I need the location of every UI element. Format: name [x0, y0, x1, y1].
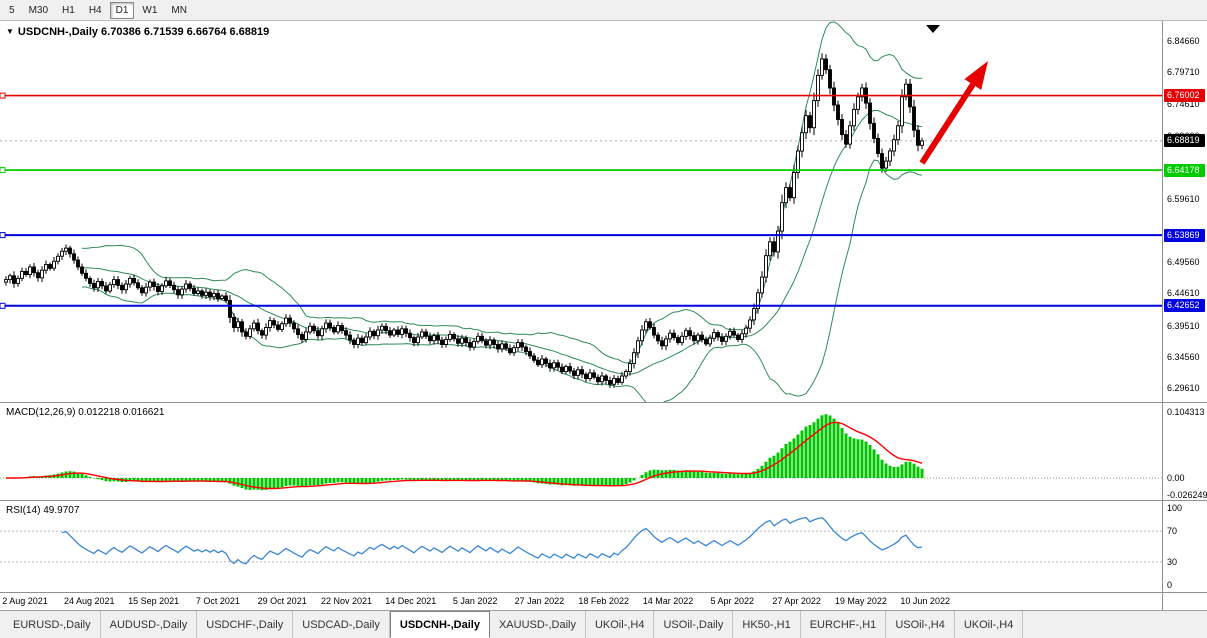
line-handle[interactable] — [0, 232, 6, 239]
timeframe-button-MN[interactable]: MN — [171, 4, 187, 16]
date-label: 27 Jan 2022 — [514, 596, 565, 606]
price-line-badge: 6.42652 — [1164, 299, 1205, 313]
chart-tab-usdcad-daily[interactable]: USDCAD-,Daily — [293, 611, 390, 638]
price-line-badge: 6.68819 — [1164, 134, 1205, 148]
axis-tick-label: 0.00 — [1167, 473, 1185, 483]
macd-indicator-label: MACD(12,26,9) 0.012218 0.016621 — [6, 407, 165, 418]
rsi-canvas[interactable] — [0, 501, 1162, 592]
date-label: 14 Mar 2022 — [642, 596, 694, 606]
date-label: 14 Dec 2021 — [385, 596, 437, 606]
chart-tab-eurchf-h1[interactable]: EURCHF-,H1 — [801, 611, 887, 638]
date-label: 7 Oct 2021 — [195, 596, 240, 606]
chart-tab-audusd-daily[interactable]: AUDUSD-,Daily — [101, 611, 198, 638]
date-label: 18 Feb 2022 — [578, 596, 629, 606]
timeframe-button-H4[interactable]: H4 — [88, 4, 102, 16]
chart-tab-ukoil-h4[interactable]: UKOil-,H4 — [955, 611, 1024, 638]
axis-tick-label: 100 — [1167, 503, 1183, 513]
axis-tick-label: 6.39510 — [1167, 320, 1200, 331]
chart-tab-bar: EURUSD-,Daily AUDUSD-,Daily USDCHF-,Daily U… — [0, 610, 1207, 638]
date-label: 15 Sep 2021 — [128, 596, 180, 606]
axis-tick-label: 6.74610 — [1167, 99, 1200, 110]
chart-window: ▼ USDCNH-,Daily 6.70386 6.71539 6.66764 … — [0, 21, 1207, 610]
date-label: 19 May 2022 — [834, 596, 887, 606]
price-line-badge: 6.76002 — [1164, 89, 1205, 103]
price-line-badge: 6.64178 — [1164, 163, 1205, 177]
axis-tick-label: 6.79710 — [1167, 67, 1200, 78]
chart-tab-usdcnh-daily[interactable]: USDCNH-,Daily — [389, 611, 490, 638]
axis-tick-label: 6.49560 — [1167, 257, 1200, 268]
panel-separator[interactable] — [0, 500, 1207, 501]
axis-tick-label: 6.34560 — [1167, 351, 1200, 362]
candles-group — [4, 53, 924, 388]
date-label: 10 Jun 2022 — [900, 596, 950, 606]
chart-tab-ukoil-h4[interactable]: UKOil-,H4 — [586, 611, 655, 638]
timeframe-button-H1[interactable]: H1 — [62, 4, 75, 16]
axis-tick-label: 70 — [1167, 526, 1178, 537]
rsi-indicator-label: RSI(14) 49.9707 — [6, 505, 80, 516]
axis-tick-label: 0 — [1167, 580, 1173, 590]
axis-tick-label: -0.026249 — [1167, 489, 1207, 500]
dropdown-triangle-icon: ▼ — [6, 27, 14, 36]
timeframe-button-M30[interactable]: M30 — [28, 4, 49, 16]
panel-separator[interactable] — [0, 402, 1207, 403]
chart-header-text: USDCNH-,Daily 6.70386 6.71539 6.66764 6.… — [17, 26, 270, 38]
axis-tick-label: 0.104313 — [1167, 407, 1205, 417]
chart-tab-usoil-daily[interactable]: USOil-,Daily — [654, 611, 734, 638]
line-handle[interactable] — [0, 167, 6, 174]
axis-tick-label: 30 — [1167, 556, 1178, 567]
price-line-badge: 6.53869 — [1164, 228, 1205, 242]
macd-canvas[interactable] — [0, 403, 1162, 500]
date-label: 24 Aug 2021 — [64, 596, 115, 606]
date-label: 27 Apr 2022 — [772, 596, 821, 606]
timeframe-button-D1[interactable]: D1 — [109, 1, 135, 19]
date-label: 5 Apr 2022 — [710, 596, 755, 606]
macd-signal-line — [5, 421, 923, 490]
chart-tab-hk50-h1[interactable]: HK50-,H1 — [733, 611, 801, 638]
chart-tab-usoil-h4[interactable]: USOil-,H4 — [886, 611, 955, 638]
main-chart-canvas[interactable] — [0, 21, 1162, 402]
line-handle[interactable] — [0, 92, 6, 99]
chart-tab-usdchf-daily[interactable]: USDCHF-,Daily — [197, 611, 294, 638]
arrow-down-marker[interactable] — [926, 25, 940, 33]
timeframe-button-W1[interactable]: W1 — [142, 4, 158, 16]
panel-separator[interactable] — [0, 592, 1207, 593]
rsi-line — [61, 516, 923, 565]
trend-arrow[interactable] — [919, 61, 988, 165]
date-label: 2 Aug 2021 — [2, 596, 48, 606]
chart-tab-eurusd-daily[interactable]: EURUSD-,Daily — [4, 611, 101, 638]
timeframe-toolbar: 5 M30 H1 H4 D1 W1 MN — [0, 0, 1207, 21]
axis-tick-label: 6.29610 — [1167, 382, 1200, 393]
date-label: 22 Nov 2021 — [320, 596, 373, 606]
line-handle[interactable] — [0, 302, 6, 309]
axis-tick-label: 6.84660 — [1167, 35, 1200, 46]
price-axis[interactable]: 6.846606.797106.746106.696606.596106.495… — [1162, 21, 1207, 610]
axis-tick-label: 6.44610 — [1167, 288, 1200, 299]
timeframe-button-5[interactable]: 5 — [9, 4, 15, 16]
date-label: 29 Oct 2021 — [257, 596, 307, 606]
date-label: 5 Jan 2022 — [452, 596, 498, 606]
macd-histogram — [8, 414, 924, 491]
time-axis[interactable]: 2 Aug 2021 24 Aug 2021 15 Sep 2021 7 Oct 20… — [0, 593, 1162, 610]
axis-tick-label: 6.59610 — [1167, 193, 1200, 204]
chart-tab-xauusd-daily[interactable]: XAUUSD-,Daily — [490, 611, 586, 638]
chart-symbol-header: ▼ USDCNH-,Daily 6.70386 6.71539 6.66764 … — [6, 26, 269, 38]
